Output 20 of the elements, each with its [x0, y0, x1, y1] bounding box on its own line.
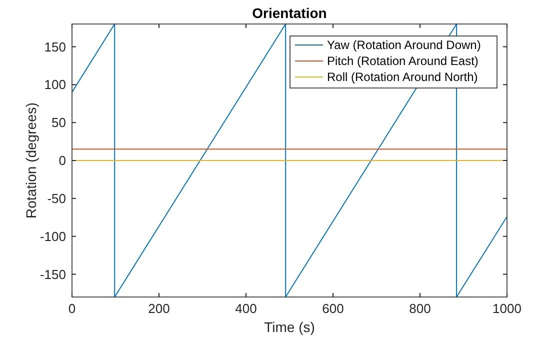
y-tick-label: 50: [52, 115, 66, 130]
x-tick-label: 800: [409, 301, 431, 316]
x-tick-label: 400: [235, 301, 257, 316]
y-tick-label: -150: [40, 266, 66, 282]
chart-title: Orientation: [252, 5, 327, 21]
legend-label: Roll (Rotation Around North): [327, 70, 478, 84]
legend-label: Pitch (Rotation Around East): [327, 54, 478, 68]
x-tick-label: 1000: [492, 301, 522, 316]
y-tick-label: -50: [47, 190, 66, 206]
y-tick-label: 0: [58, 153, 66, 168]
y-tick-label: -100: [40, 228, 66, 244]
line-series: [72, 24, 507, 298]
x-tick-label: 0: [68, 301, 76, 316]
y-axis-title: Rotation (degrees): [23, 102, 39, 218]
x-axis-title: Time (s): [264, 319, 315, 335]
y-tick-label: 150: [44, 39, 66, 54]
x-tick-label: 600: [322, 301, 344, 316]
y-tick-label: 100: [44, 77, 66, 92]
legend-label: Yaw (Rotation Around Down): [327, 38, 481, 52]
x-tick-label: 200: [148, 301, 170, 316]
